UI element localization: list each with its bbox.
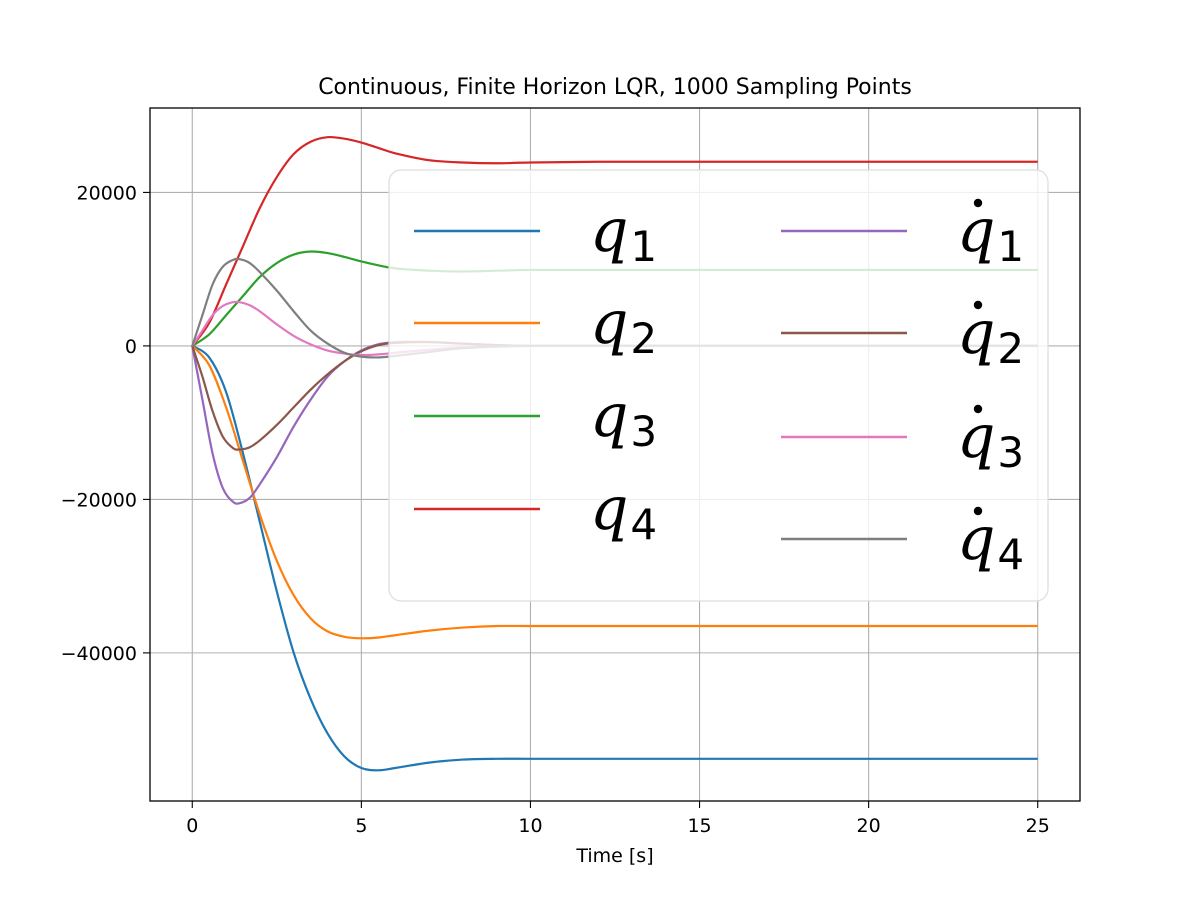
legend-label-3: q3 xyxy=(590,381,657,456)
plot-lines xyxy=(191,135,1038,772)
y-tick-label: 0 xyxy=(125,336,137,358)
y-tick-label: −40000 xyxy=(61,643,137,665)
legend: q1 q2 q3 q4 q1 q2 q3 q4 xyxy=(388,169,1049,602)
plot-frame xyxy=(149,107,1081,802)
legend-label-7: q3 xyxy=(957,402,1024,477)
legend-dot-accent xyxy=(973,198,983,208)
x-axis-ticks: 0 5 10 15 20 25 xyxy=(186,801,1050,837)
chart-title: Continuous, Finite Horizon LQR, 1000 Sam… xyxy=(318,75,912,100)
y-tick-label: 20000 xyxy=(77,182,137,204)
x-tick-label: 10 xyxy=(518,815,542,837)
x-tick-label: 25 xyxy=(1026,815,1050,837)
legend-dot-accent xyxy=(973,506,983,516)
x-tick-label: 5 xyxy=(355,815,367,837)
x-tick-label: 0 xyxy=(186,815,198,837)
legend-box xyxy=(388,169,1049,602)
y-tick-label: −20000 xyxy=(61,489,137,511)
legend-label-2: q2 xyxy=(590,288,657,363)
legend-label-8: q4 xyxy=(957,504,1024,579)
legend-label-5: q1 xyxy=(957,196,1024,271)
legend-dot-accent xyxy=(973,404,983,414)
x-tick-label: 15 xyxy=(687,815,711,837)
legend-dot-accent xyxy=(973,300,983,310)
y-axis-ticks: 20000 0 −20000 −40000 xyxy=(61,182,150,665)
x-tick-label: 20 xyxy=(857,815,881,837)
legend-label-1: q1 xyxy=(590,196,657,271)
legend-label-4: q4 xyxy=(590,474,657,549)
series-line-4 xyxy=(191,135,1038,347)
legend-label-6: q2 xyxy=(957,298,1024,373)
x-axis-label: Time [s] xyxy=(575,845,653,867)
